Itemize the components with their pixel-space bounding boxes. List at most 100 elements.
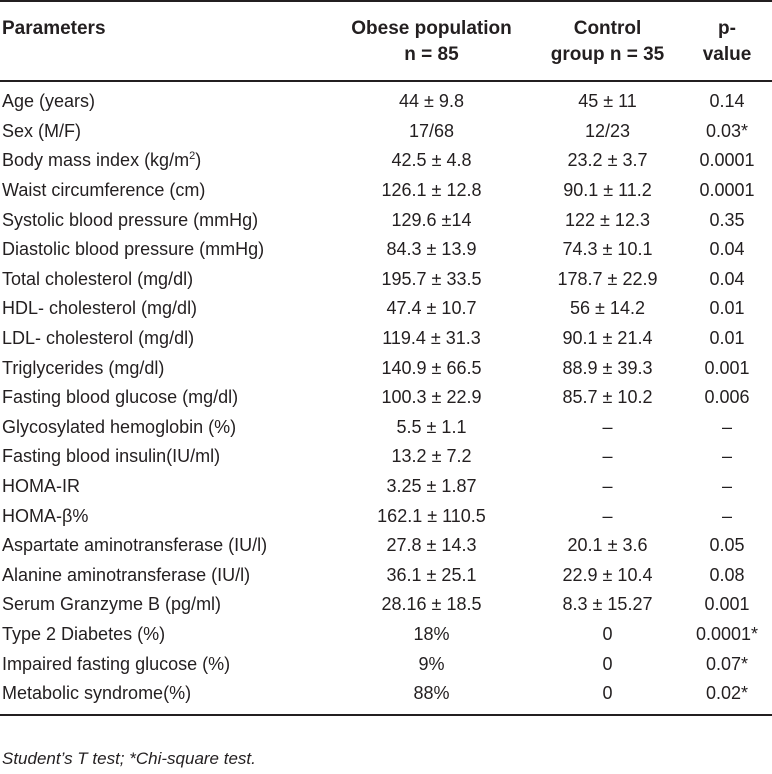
parameter-cell: Diastolic blood pressure (mmHg)	[0, 235, 330, 265]
control-value-cell: 178.7 ± 22.9	[557, 268, 658, 289]
control-value-cell: 12/23	[584, 120, 631, 141]
table-row: Diastolic blood pressure (mmHg) 84.3 ± 13…	[0, 235, 772, 265]
table-row: Fasting blood glucose (mg/dl) 100.3 ± 22.…	[0, 383, 772, 413]
header-p-value: p- value	[682, 0, 772, 82]
control-value-cell: 20.1 ± 3.6	[567, 535, 648, 556]
header-p-line1: p-	[718, 18, 736, 39]
p-value-cell: 0.0001	[699, 150, 755, 171]
parameter-label: Impaired fasting glucose (%)	[2, 653, 231, 674]
p-value-cell: 0.05	[709, 535, 745, 556]
control-value-cell: 90.1 ± 11.2	[563, 180, 652, 201]
p-value-cell: 0.006	[704, 387, 750, 408]
parameter-label: Systolic blood pressure (mmHg)	[2, 209, 259, 230]
parameter-cell: HOMA-β%	[0, 501, 330, 531]
parameter-cell: HOMA-IR	[0, 472, 330, 502]
control-value-cell: 8.3 ± 15.27	[562, 594, 653, 615]
obese-value-cell: 84.3 ± 13.9	[386, 239, 477, 260]
p-value-cell: –	[721, 416, 732, 437]
table-row: Alanine aminotransferase (IU/l) 36.1 ± 25…	[0, 561, 772, 591]
header-p-line2: value	[702, 44, 752, 65]
obese-value-cell: 44 ± 9.8	[399, 91, 464, 112]
obese-value-cell: 129.6 ±14	[391, 209, 472, 230]
obese-value-cell: 100.3 ± 22.9	[381, 387, 482, 408]
parameter-cell: LDL- cholesterol (mg/dl)	[0, 324, 330, 354]
p-value-cell: 0.001	[704, 357, 750, 378]
header-obese-population: Obese population n = 85	[330, 0, 533, 82]
parameter-cell: Systolic blood pressure (mmHg)	[0, 205, 330, 235]
table-body: Age (years) 44 ± 9.8 45 ± 11 0.14 Sex (M/F) 1…	[0, 81, 772, 717]
p-value-cell: 0.001	[704, 594, 750, 615]
p-value-cell: 0.35	[709, 209, 745, 230]
obese-value-cell: 119.4 ± 31.3	[382, 328, 481, 349]
parameter-cell: Metabolic syndrome(%)	[0, 678, 330, 717]
p-value-cell: 0.04	[709, 268, 745, 289]
control-value-cell: 45 ± 11	[578, 91, 637, 112]
table-row: Metabolic syndrome(%) 88% 0 0.02*	[0, 678, 772, 717]
parameter-label: HOMA-IR	[2, 476, 80, 497]
parameter-cell: Serum Granzyme B (pg/ml)	[0, 590, 330, 620]
parameter-label: Type 2 Diabetes (%)	[2, 623, 166, 644]
table-row: LDL- cholesterol (mg/dl) 119.4 ± 31.3 90.1…	[0, 324, 772, 354]
header-parameters: Parameters	[0, 0, 330, 82]
header-obese-line2: n = 85	[404, 44, 459, 65]
control-value-cell: 85.7 ± 10.2	[562, 387, 653, 408]
table-row: HDL- cholesterol (mg/dl) 47.4 ± 10.7 56 ± …	[0, 294, 772, 324]
table-row: Body mass index (kg/m2) 42.5 ± 4.8 23.2 ± …	[0, 146, 772, 176]
control-value-cell: 0	[602, 623, 613, 644]
obese-value-cell: 47.4 ± 10.7	[386, 298, 477, 319]
obese-value-cell: 18%	[413, 623, 450, 644]
parameter-cell: Type 2 Diabetes (%)	[0, 620, 330, 650]
control-value-cell: 88.9 ± 39.3	[562, 357, 653, 378]
parameters-table: Parameters Obese population n = 85 Contr…	[0, 0, 772, 717]
parameter-cell: Aspartate aminotransferase (IU/l)	[0, 531, 330, 561]
p-value-cell: 0.01	[709, 328, 745, 349]
p-value-cell: 0.08	[709, 564, 745, 585]
table-row: Type 2 Diabetes (%) 18% 0 0.0001*	[0, 620, 772, 650]
parameter-label: Alanine aminotransferase (IU/l)	[2, 564, 251, 585]
table-row: Waist circumference (cm) 126.1 ± 12.8 90.1…	[0, 176, 772, 206]
parameter-label: Sex (M/F)	[2, 120, 81, 141]
table-header: Parameters Obese population n = 85 Contr…	[0, 0, 772, 82]
parameter-label: Fasting blood glucose (mg/dl)	[2, 387, 239, 408]
control-value-cell: 90.1 ± 21.4	[562, 328, 653, 349]
p-value-cell: 0.14	[709, 91, 745, 112]
obese-value-cell: 9%	[418, 653, 445, 674]
p-value-cell: 0.03*	[705, 120, 749, 141]
parameter-cell: Waist circumference (cm)	[0, 176, 330, 206]
table-row: Serum Granzyme B (pg/ml) 28.16 ± 18.5 8.3 …	[0, 590, 772, 620]
table-footnote: Student’s T test; *Chi-square test.	[2, 749, 256, 768]
p-value-cell: 0.04	[709, 239, 745, 260]
control-value-cell: 22.9 ± 10.4	[562, 564, 653, 585]
parameter-cell: Alanine aminotransferase (IU/l)	[0, 561, 330, 591]
header-control-line1: Control	[573, 18, 642, 39]
parameter-cell: HDL- cholesterol (mg/dl)	[0, 294, 330, 324]
obese-value-cell: 28.16 ± 18.5	[381, 594, 482, 615]
parameter-label: Serum Granzyme B (pg/ml)	[2, 594, 222, 615]
parameter-label: Aspartate aminotransferase (IU/l)	[2, 535, 268, 556]
obese-value-cell: 13.2 ± 7.2	[391, 446, 472, 467]
table-row: Glycosylated hemoglobin (%) 5.5 ± 1.1 – –	[0, 413, 772, 443]
control-value-cell: –	[602, 416, 613, 437]
table-row: Aspartate aminotransferase (IU/l) 27.8 ± …	[0, 531, 772, 561]
p-value-cell: –	[721, 446, 732, 467]
header-obese-line1: Obese population	[351, 18, 512, 39]
control-value-cell: 122 ± 12.3	[565, 209, 650, 230]
parameter-cell: Body mass index (kg/m2)	[0, 146, 330, 176]
table-row: Sex (M/F) 17/68 12/23 0.03*	[0, 117, 772, 147]
control-value-cell: 56 ± 14.2	[570, 298, 645, 319]
header-row: Parameters Obese population n = 85 Contr…	[0, 0, 772, 82]
parameter-label: Total cholesterol (mg/dl)	[2, 268, 194, 289]
obese-value-cell: 195.7 ± 33.5	[381, 268, 482, 289]
header-control-line2: group n = 35	[550, 44, 665, 65]
obese-value-cell: 42.5 ± 4.8	[391, 150, 472, 171]
parameter-label: Waist circumference (cm)	[2, 180, 206, 201]
p-value-cell: –	[721, 476, 732, 497]
parameter-label: Triglycerides (mg/dl)	[2, 357, 165, 378]
control-value-cell: 0	[602, 653, 613, 674]
control-value-cell: –	[602, 476, 613, 497]
table-row: Age (years) 44 ± 9.8 45 ± 11 0.14	[0, 81, 772, 117]
parameter-label: Diastolic blood pressure (mmHg)	[2, 239, 265, 260]
parameter-cell: Sex (M/F)	[0, 117, 330, 147]
obese-value-cell: 27.8 ± 14.3	[386, 535, 477, 556]
parameter-label: Age (years)	[2, 91, 96, 112]
